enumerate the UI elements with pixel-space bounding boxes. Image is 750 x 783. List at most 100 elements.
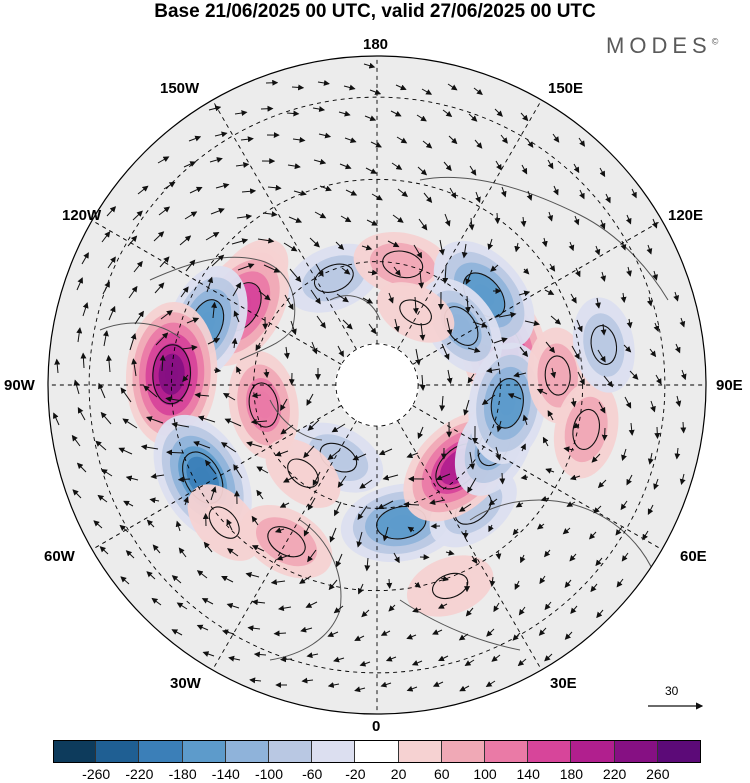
wind-arrow <box>487 238 494 251</box>
wind-arrow <box>367 269 378 276</box>
colorbar-tick-label: 260 <box>646 766 670 782</box>
lon-label-30e: 30E <box>550 675 577 692</box>
anomaly-contour <box>399 299 432 326</box>
wind-arrow <box>233 310 240 323</box>
wind-arrow <box>222 629 235 636</box>
anomaly-band <box>386 253 419 276</box>
wind-arrow <box>491 654 501 662</box>
wind-arrow <box>444 213 451 227</box>
wind-arrow <box>155 332 169 346</box>
wind-arrow <box>327 631 339 637</box>
colorbar-swatch <box>355 740 399 763</box>
wind-arrow <box>280 424 294 435</box>
wind-arrow <box>146 416 164 424</box>
wind-arrow <box>680 421 687 434</box>
wind-arrow <box>512 528 519 536</box>
wind-arrow <box>392 214 404 223</box>
wind-arrow <box>412 607 422 613</box>
wind-arrow <box>547 211 554 222</box>
wind-arrow <box>414 581 421 588</box>
wind-arrow <box>538 627 547 636</box>
wind-arrow <box>134 310 144 325</box>
wind-arrow <box>82 302 89 317</box>
wind-arrow <box>370 141 382 148</box>
wind-arrow <box>118 447 133 455</box>
colorbar-tick-label: 180 <box>559 766 584 782</box>
wind-arrow <box>273 630 287 637</box>
wind-arrow <box>275 450 289 457</box>
wind-arrow <box>361 609 370 618</box>
wind-arrow <box>395 84 407 91</box>
wind-arrow <box>213 367 222 374</box>
wind-arrow <box>185 259 196 272</box>
wind-arrow <box>594 245 601 256</box>
wind-arrow <box>171 629 183 636</box>
wind-arrow <box>226 518 233 531</box>
wind-arrow <box>203 541 213 553</box>
wind-arrow <box>180 286 189 298</box>
wind-arrow <box>292 136 306 143</box>
wind-arrow <box>472 321 488 328</box>
wind-arrow <box>569 474 581 481</box>
wind-arrow <box>495 160 502 171</box>
wind-arrow <box>416 114 427 122</box>
wind-arrow <box>331 423 346 433</box>
wind-arrow <box>550 367 557 379</box>
wind-arrow <box>359 660 371 667</box>
wind-arrow <box>165 396 184 403</box>
wind-arrow <box>208 105 222 112</box>
wind-arrow <box>573 215 580 226</box>
wind-arrow <box>327 449 341 460</box>
colorbar-tick-label: -20 <box>345 766 366 782</box>
wind-arrow <box>438 239 445 256</box>
wind-arrow <box>95 440 107 451</box>
wind-arrow <box>475 191 481 204</box>
wind-arrow <box>176 602 188 610</box>
wind-arrow <box>143 385 158 398</box>
copyright-mark: © <box>711 36 719 47</box>
wind-arrow <box>307 419 320 431</box>
wind-arrow <box>600 271 607 282</box>
wind-arrow <box>98 382 106 399</box>
wind-arrow <box>380 681 392 688</box>
wind-arrow <box>251 545 265 552</box>
wind-arrow <box>205 232 220 241</box>
wind-arrow <box>564 631 573 640</box>
wind-arrow <box>279 502 290 508</box>
wind-arrow <box>526 138 534 148</box>
wind-arrow <box>523 268 530 275</box>
wind-arrow <box>301 677 314 684</box>
wind-arrow <box>293 190 307 196</box>
wind-arrow <box>624 396 632 409</box>
wind-arrow <box>371 193 383 201</box>
anomaly-contour <box>490 378 524 429</box>
wind-arrow <box>458 503 472 512</box>
wind-arrow <box>132 210 143 221</box>
wind-arrow <box>231 337 238 349</box>
wind-arrow <box>299 575 312 584</box>
wind-arrow <box>547 410 554 421</box>
wind-arrow <box>235 162 250 168</box>
wind-arrow <box>515 501 524 508</box>
wind-arrow <box>646 296 653 307</box>
wind-arrow <box>108 305 116 321</box>
wind-arrow <box>99 546 109 555</box>
wind-arrow <box>629 370 639 380</box>
wind-arrow <box>140 444 159 451</box>
wind-arrow <box>73 379 80 395</box>
wind-arrow <box>485 367 501 374</box>
colorbar-swatch <box>528 740 572 763</box>
wind-arrow <box>289 268 302 283</box>
wind-arrow <box>354 635 365 641</box>
wind-arrow <box>467 347 481 353</box>
wind-arrow <box>573 163 580 174</box>
wind-arrow <box>307 497 316 511</box>
wind-arrow <box>423 192 433 204</box>
wind-arrow <box>319 185 332 192</box>
wind-arrow <box>518 290 531 297</box>
wind-arrow <box>620 500 628 511</box>
lon-label-180: 180 <box>363 36 389 53</box>
wind-arrow <box>393 552 400 564</box>
colorbar-swatch <box>139 740 183 763</box>
wind-arrow <box>224 418 242 427</box>
